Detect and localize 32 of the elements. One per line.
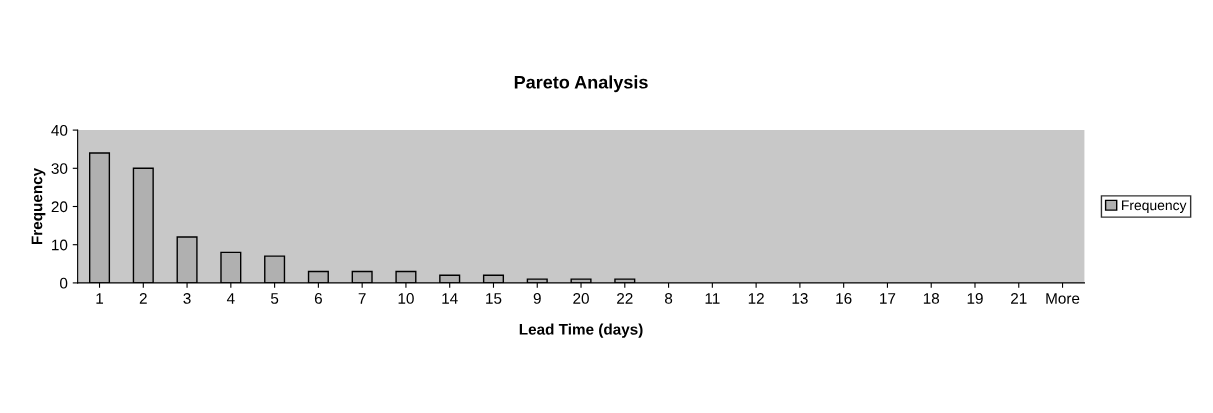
x-tick-label: 7 [358,293,366,304]
x-tick-label: 1 [96,293,104,304]
x-tick-label: 8 [664,293,673,304]
x-tick-label: 2 [139,293,147,304]
x-axis-title: Lead Time (days) [519,323,643,338]
x-tick-label: 21 [1011,293,1027,304]
x-tick-label: 22 [617,293,633,304]
y-tick-label: 0 [60,277,68,289]
legend-label: Frequency [1122,200,1187,213]
x-tick-label: More [1046,293,1080,304]
x-tick-label: 13 [792,293,808,304]
x-tick-label: 10 [398,293,414,304]
chart-title: Pareto Analysis [514,75,648,93]
y-axis-title: Frequency [31,167,46,245]
x-tick-label: 12 [748,293,764,304]
y-tick-label: 30 [51,163,68,174]
x-tick-label: 4 [226,293,235,304]
x-tick-label: 17 [880,293,896,304]
x-tick-label: 6 [314,293,322,304]
x-tick-label: 9 [533,293,541,304]
x-tick-label: 15 [486,293,502,304]
y-tick-label: 10 [52,239,68,251]
x-tick-label: 5 [270,293,279,304]
x-tick-label: 14 [442,293,458,304]
y-tick-label: 40 [51,124,68,136]
y-tick-label: 20 [51,201,68,213]
x-tick-label: 19 [967,293,983,304]
x-tick-label: 16 [836,293,852,304]
x-tick-label: 11 [705,293,720,304]
x-tick-label: 20 [573,293,589,304]
x-tick-label: 18 [923,293,940,304]
x-tick-label: 3 [183,293,191,304]
